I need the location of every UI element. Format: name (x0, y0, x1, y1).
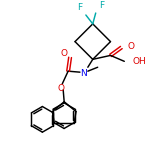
Text: O: O (58, 84, 65, 93)
Text: F: F (77, 3, 83, 12)
Text: O: O (61, 49, 68, 58)
Text: OH: OH (132, 57, 146, 66)
Text: F: F (99, 1, 104, 10)
Text: O: O (127, 42, 134, 51)
Text: N: N (81, 69, 87, 78)
